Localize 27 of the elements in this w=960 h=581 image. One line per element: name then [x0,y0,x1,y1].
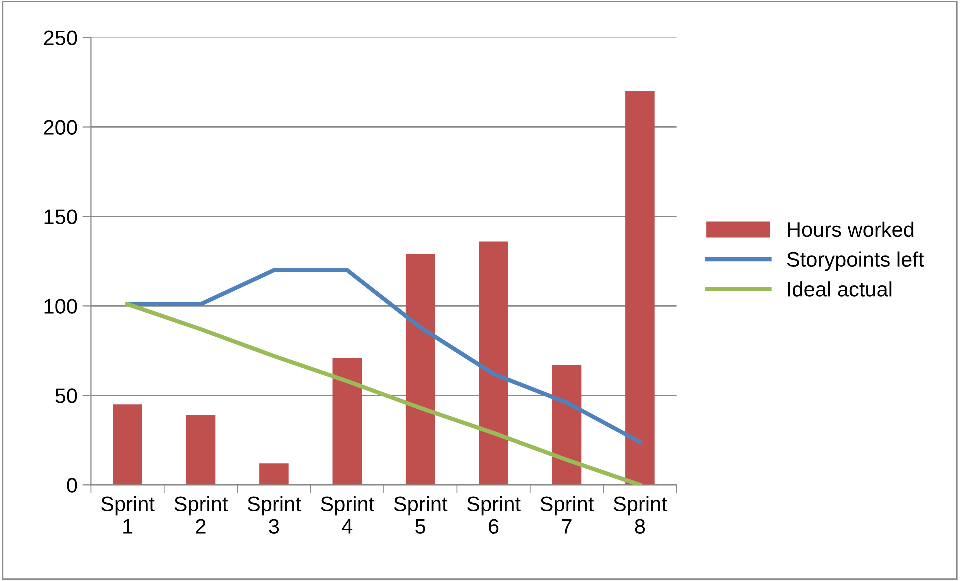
x-tick-label: Sprint 8 [614,496,668,534]
bar [479,242,508,486]
x-tick-label: Sprint 1 [102,496,155,534]
y-tick-label: 150 [44,210,78,224]
y-tick-label: 250 [44,30,78,46]
x-tick-label: Sprint 5 [394,496,448,534]
line-series [126,268,642,444]
bar [260,464,289,486]
legend-label: Hours worked [788,222,914,238]
bar [552,365,582,486]
x-tick-label: Sprint 7 [540,496,594,534]
bar [626,91,655,486]
y-tick-label: 200 [44,120,78,135]
y-tick-label: 0 [67,478,78,493]
bar [113,404,142,486]
legend-label: Ideal actual [788,282,892,297]
bar [186,415,216,486]
x-tick-label: Sprint 2 [174,496,228,534]
line-series [126,302,642,486]
bar [332,358,362,486]
bar [406,254,436,486]
legend-label: Storypoints left [787,252,924,272]
y-tick-label: 50 [56,388,78,404]
x-tick-label: Sprint 3 [248,496,302,534]
x-tick-label: Sprint 4 [321,496,374,534]
x-tick-label: Sprint 6 [468,496,521,534]
y-tick-label: 100 [44,299,78,314]
